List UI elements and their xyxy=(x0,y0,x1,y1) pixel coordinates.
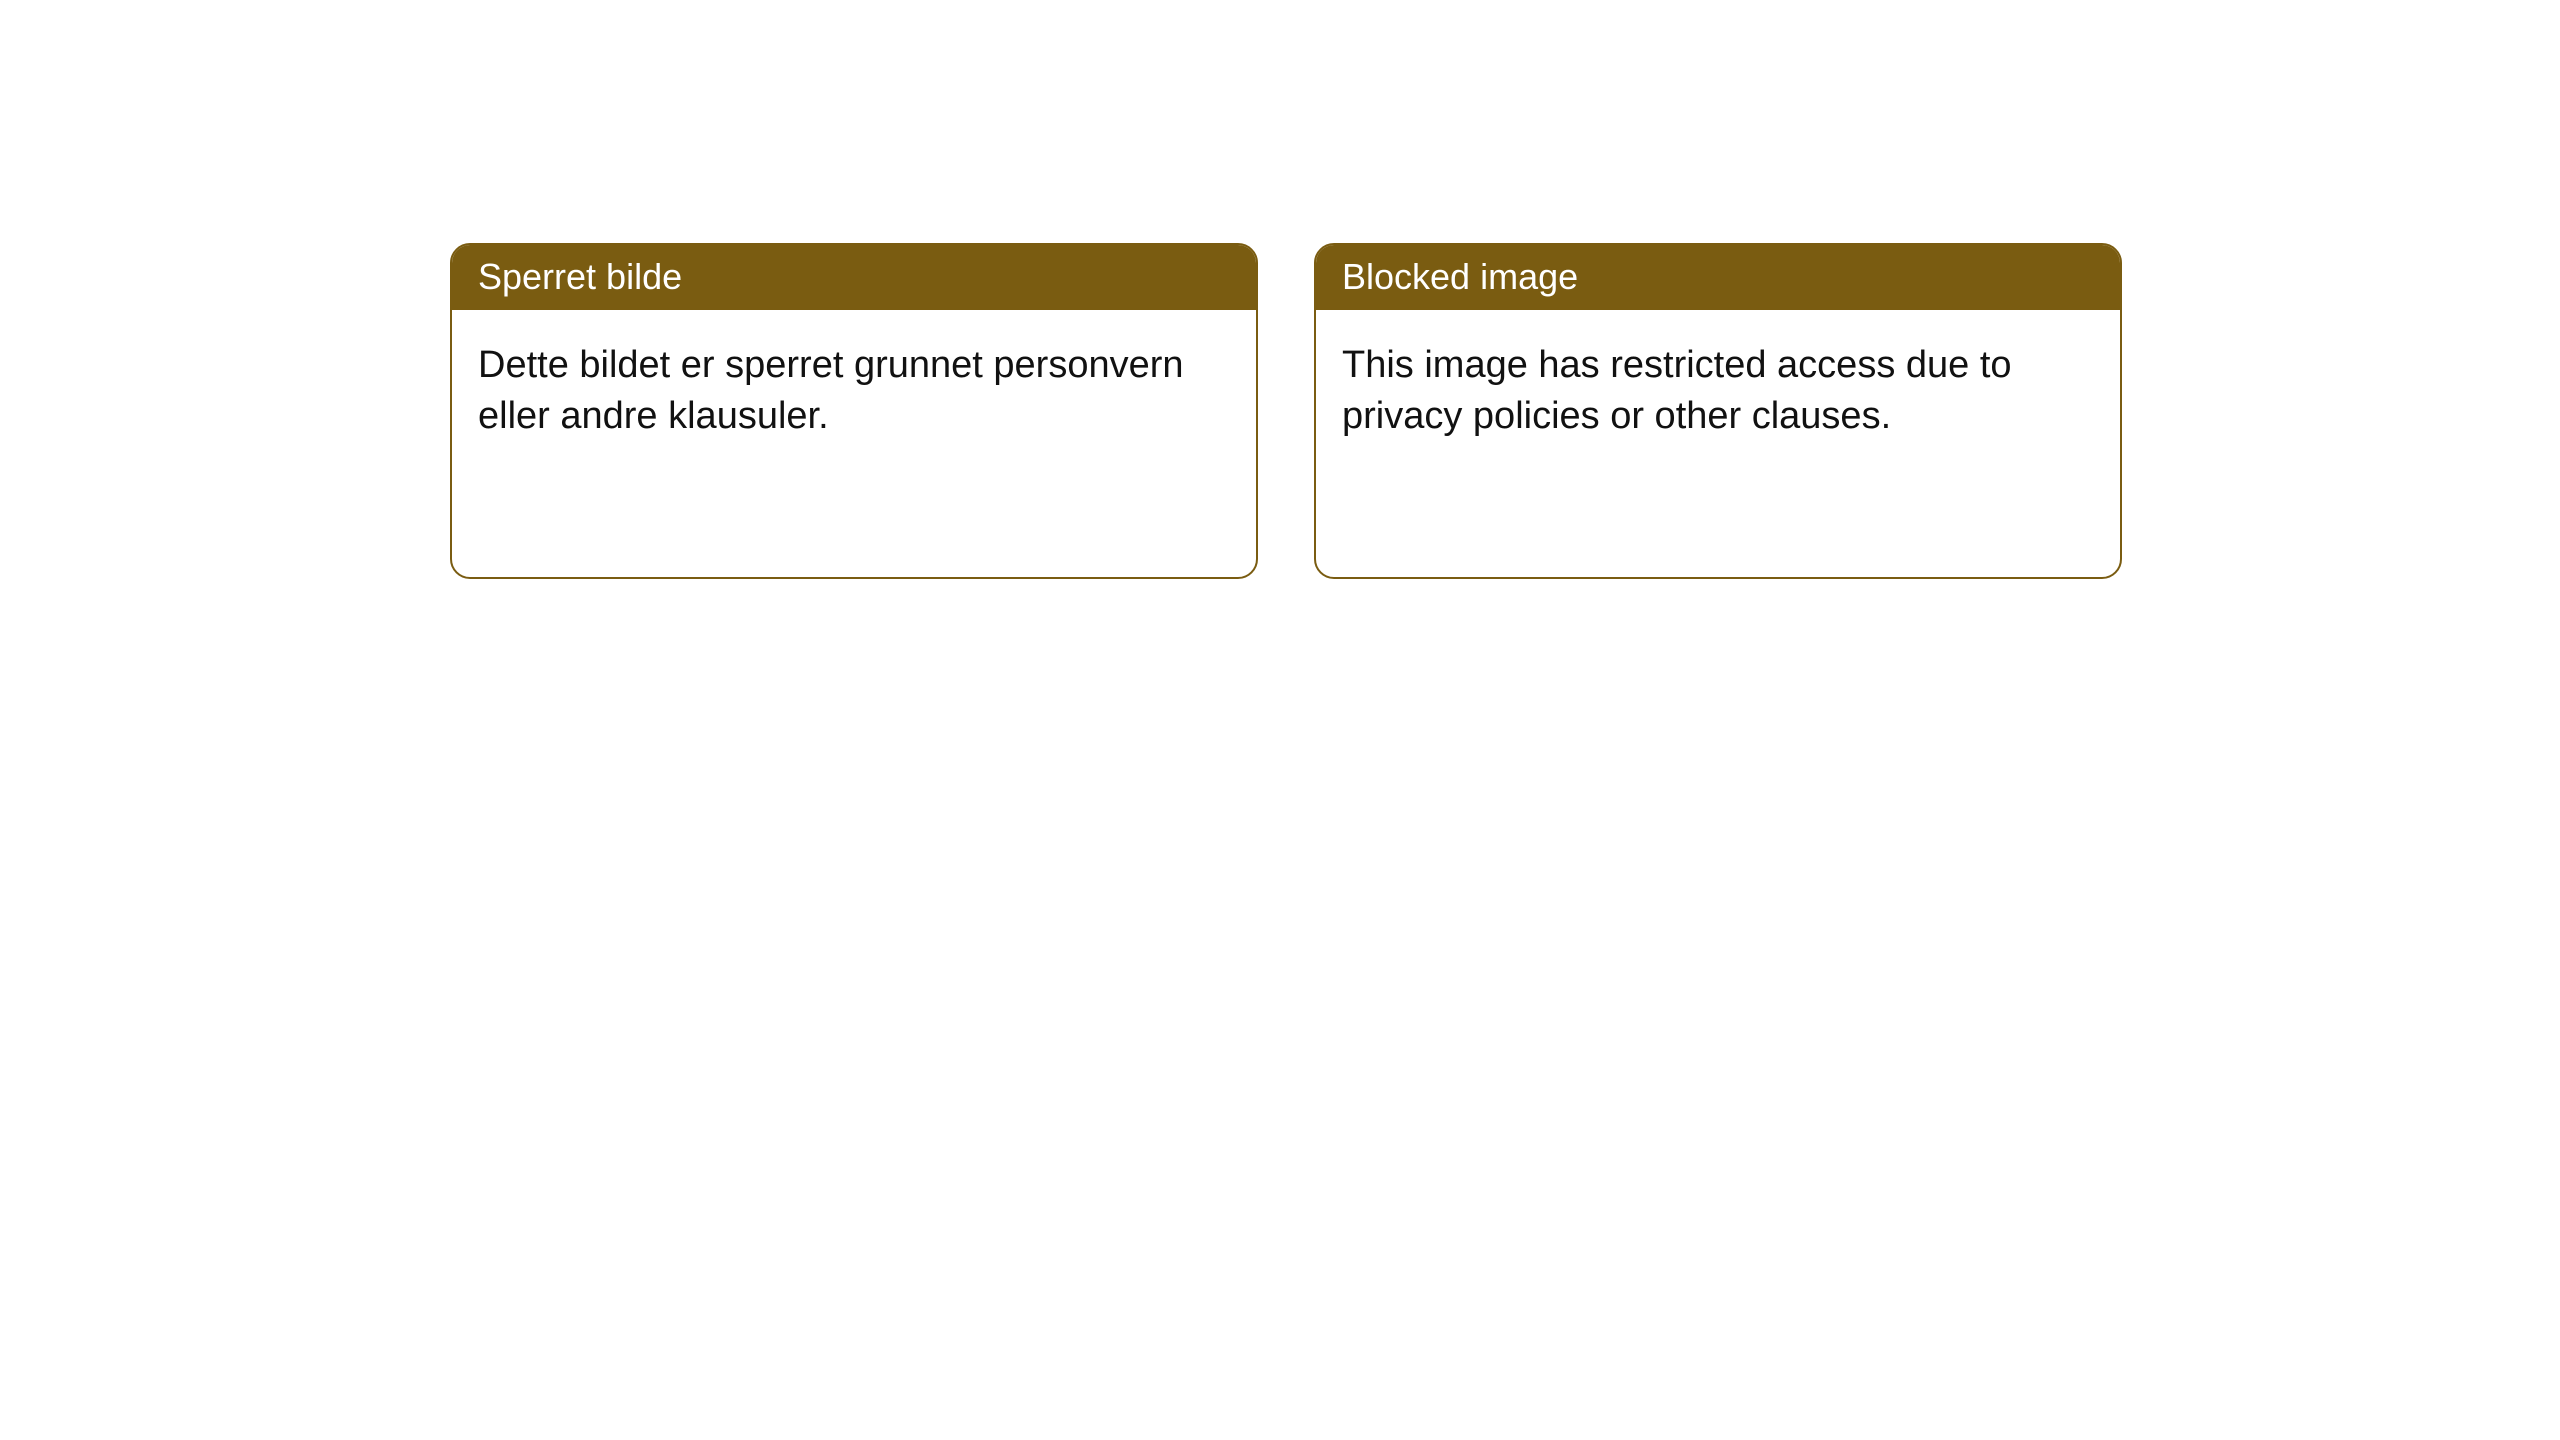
blocked-image-card-en: Blocked image This image has restricted … xyxy=(1314,243,2122,579)
notice-container: Sperret bilde Dette bildet er sperret gr… xyxy=(0,0,2560,579)
card-title: Sperret bilde xyxy=(478,256,682,297)
blocked-image-card-no: Sperret bilde Dette bildet er sperret gr… xyxy=(450,243,1258,579)
card-body-text: This image has restricted access due to … xyxy=(1342,344,2012,437)
card-title: Blocked image xyxy=(1342,256,1578,297)
card-body-text: Dette bildet er sperret grunnet personve… xyxy=(478,344,1184,437)
card-body: This image has restricted access due to … xyxy=(1316,310,2120,469)
card-header: Sperret bilde xyxy=(452,245,1256,310)
card-header: Blocked image xyxy=(1316,245,2120,310)
card-body: Dette bildet er sperret grunnet personve… xyxy=(452,310,1256,469)
